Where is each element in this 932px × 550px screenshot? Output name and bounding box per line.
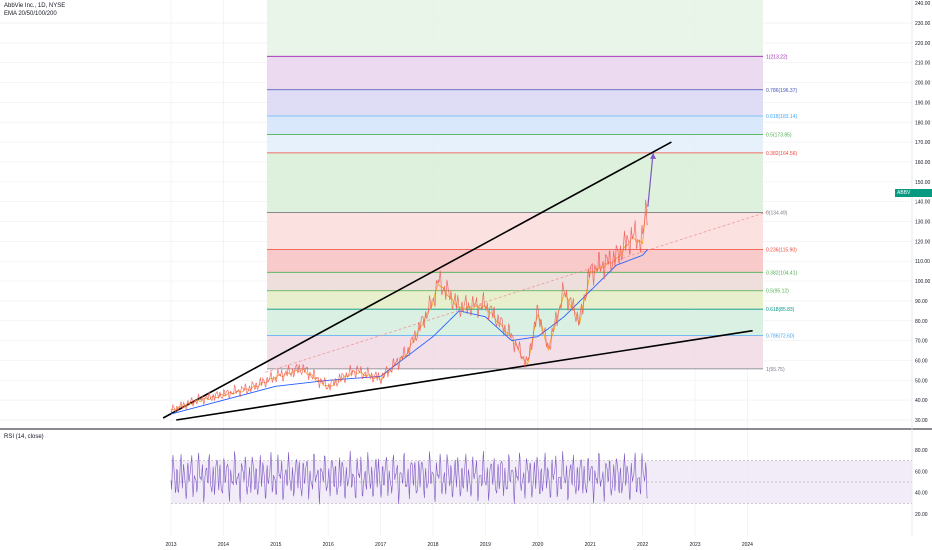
price-tick-label: 90.00: [915, 299, 928, 305]
time-tick-label: 2020: [532, 542, 543, 548]
fib-zone: [267, 152, 763, 213]
fib-zone: [267, 272, 763, 291]
ticker-label: ABBV: [897, 190, 911, 196]
time-tick-label: 2013: [165, 542, 176, 548]
time-tick-label: 2017: [375, 542, 386, 548]
price-tick-label: 200.00: [915, 81, 931, 87]
time-tick-label: 2019: [480, 542, 491, 548]
symbol-title: AbbVie Inc., 1D, NYSE: [4, 3, 66, 9]
price-tick-label: 230.00: [915, 21, 931, 27]
fib-zone: [267, 0, 763, 57]
price-tick-label: 170.00: [915, 140, 931, 146]
price-tick-label: 150.00: [915, 180, 931, 186]
fib-level-label: 0.5(95.12): [766, 289, 789, 295]
fib-level-label: 1(55.75): [766, 367, 785, 373]
fib-level-label: 0.236(115.90): [766, 247, 797, 253]
price-tick-label: 240.00: [915, 1, 931, 7]
price-tick-label: 60.00: [915, 358, 928, 364]
fib-level-label: 0.786(72.60): [766, 333, 795, 339]
fib-level-label: 0.786(196.37): [766, 88, 797, 94]
fib-zone: [267, 290, 763, 310]
fib-level-label: 0.382(164.56): [766, 151, 797, 157]
current-price: 137.39: [903, 198, 919, 204]
fib-level-label: 0.5(173.85): [766, 132, 792, 138]
fib-level-label: 0.618(183.14): [766, 114, 797, 120]
upper-trendline: [162, 141, 672, 419]
time-tick-label: 2024: [742, 542, 753, 548]
price-tick-label: 50.00: [915, 378, 928, 384]
fib-zone: [267, 89, 763, 117]
fib-level-label: 0.382(104.41): [766, 270, 797, 276]
time-tick-label: 2023: [689, 542, 700, 548]
time-tick-label: 2018: [427, 542, 438, 548]
time-tick-label: 2022: [637, 542, 648, 548]
fib-zone: [267, 249, 763, 273]
price-tick-label: 120.00: [915, 239, 931, 245]
time-tick-label: 2015: [270, 542, 281, 548]
rsi-legend: RSI (14, close): [4, 434, 44, 440]
fib-level-label: 1(213.22): [766, 54, 788, 60]
rsi-tick-label: 40.00: [915, 491, 928, 497]
price-tick-label: 130.00: [915, 220, 931, 226]
fib-level-label: 0.618(85.83): [766, 307, 795, 313]
time-tick-label: 2016: [323, 542, 334, 548]
forecast-arrow: [647, 152, 654, 207]
price-tick-label: 140.00: [915, 200, 931, 206]
ema-legend: EMA 20/50/100/200: [4, 11, 57, 17]
price-tick-label: 160.00: [915, 160, 931, 166]
fib-zone: [267, 335, 763, 369]
fib-zone: [267, 309, 763, 336]
rsi-tick-label: 60.00: [915, 469, 928, 475]
mid-dashed-line: [265, 211, 769, 373]
rsi-tick-label: 20.00: [915, 512, 928, 518]
fib-zone: [267, 116, 763, 135]
price-tick-label: 80.00: [915, 319, 928, 325]
lower-trendline: [176, 329, 753, 421]
price-tick-label: 210.00: [915, 61, 931, 67]
rsi-tick-label: 80.00: [915, 448, 928, 454]
price-tick-label: 30.00: [915, 418, 928, 424]
price-tick-label: 180.00: [915, 120, 931, 126]
time-tick-label: 2014: [218, 542, 229, 548]
fib-level-label: 0(134.49): [766, 211, 788, 217]
price-tick-label: 70.00: [915, 339, 928, 345]
price-tick-label: 190.00: [915, 100, 931, 106]
fib-zone: [267, 56, 763, 90]
fib-zone: [267, 212, 763, 250]
price-tick-label: 100.00: [915, 279, 931, 285]
rsi-line: [170, 450, 648, 505]
price-tick-label: 110.00: [915, 259, 930, 265]
forecast-arrowhead: [650, 152, 657, 159]
price-tick-label: 220.00: [915, 41, 931, 47]
price-line: [170, 199, 648, 413]
fib-zone: [267, 134, 763, 153]
price-tick-label: 40.00: [915, 398, 928, 404]
time-tick-label: 2021: [585, 542, 596, 548]
price-badge: ABBV 137.39: [895, 189, 932, 204]
